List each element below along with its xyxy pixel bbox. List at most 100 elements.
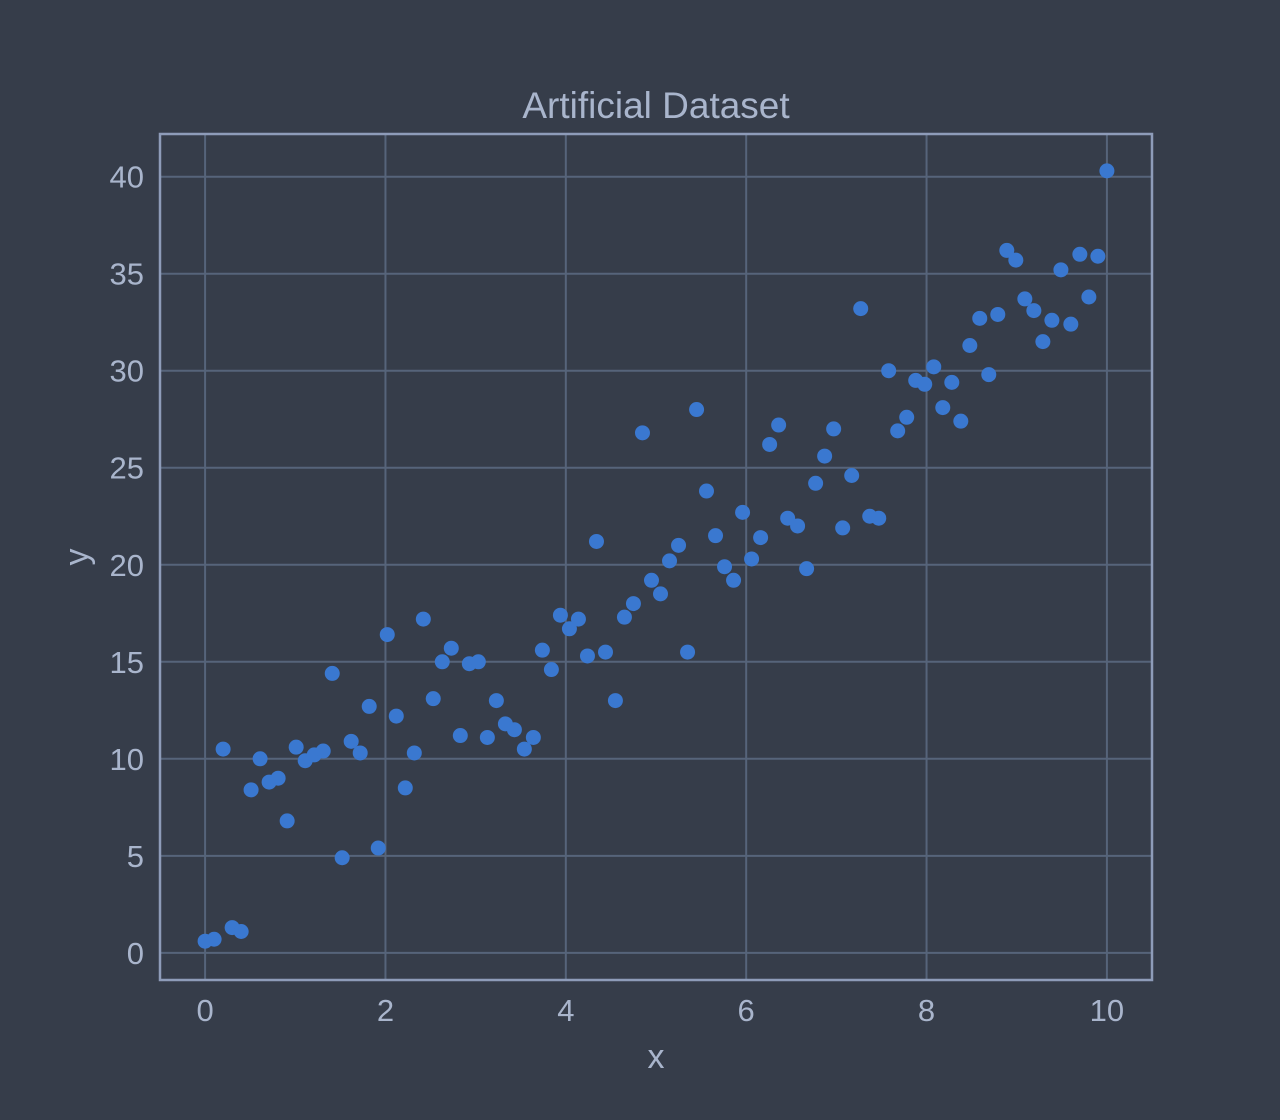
data-point — [625, 596, 641, 612]
x-tick-label: 8 — [918, 993, 935, 1028]
data-point — [771, 417, 787, 433]
data-point — [243, 782, 259, 798]
data-point — [999, 242, 1015, 258]
data-point — [525, 729, 541, 745]
data-point — [315, 743, 331, 759]
data-point — [233, 923, 249, 939]
data-point — [1017, 291, 1033, 307]
data-point — [699, 483, 715, 499]
data-point — [1035, 334, 1051, 350]
x-tick-label: 6 — [738, 993, 755, 1028]
data-point — [370, 840, 386, 856]
data-point — [597, 644, 613, 660]
data-point — [799, 561, 815, 577]
data-point — [388, 708, 404, 724]
data-point — [881, 363, 897, 379]
data-point — [753, 530, 769, 546]
data-point — [643, 572, 659, 588]
y-tick-label: 0 — [127, 936, 144, 971]
axis-ticks: 0 2 4 6 8 10 0 5 10 15 20 25 30 35 40 — [110, 160, 1125, 1028]
data-point — [279, 813, 295, 829]
data-point — [953, 413, 969, 429]
data-point — [790, 518, 806, 534]
data-point — [270, 770, 286, 786]
data-point — [962, 338, 978, 353]
data-point — [926, 359, 942, 375]
y-tick-label: 25 — [110, 451, 144, 486]
data-point — [634, 425, 650, 441]
data-point — [917, 376, 933, 392]
data-point — [735, 504, 751, 520]
data-point — [552, 607, 568, 623]
y-tick-label: 30 — [110, 354, 144, 389]
grid-lines — [160, 134, 1152, 980]
data-point — [288, 739, 304, 755]
data-point — [352, 745, 368, 761]
data-point — [579, 648, 595, 664]
data-point — [762, 436, 778, 452]
data-point — [334, 850, 350, 866]
data-point — [1008, 252, 1024, 268]
data-point — [324, 665, 340, 681]
data-point — [379, 627, 395, 643]
y-tick-label: 10 — [110, 742, 144, 777]
data-point — [561, 621, 577, 637]
data-point — [206, 931, 222, 947]
data-point — [343, 733, 359, 749]
data-point — [671, 537, 687, 553]
data-point — [588, 533, 604, 549]
data-point — [406, 745, 422, 761]
data-point — [443, 640, 459, 656]
y-tick-label: 20 — [110, 548, 144, 583]
data-point — [972, 310, 988, 326]
data-point — [470, 654, 486, 670]
y-tick-label: 15 — [110, 645, 144, 680]
data-point — [844, 468, 860, 484]
data-point — [826, 421, 842, 437]
y-axis-title: y — [58, 549, 96, 566]
data-point — [744, 551, 760, 567]
data-point — [890, 423, 906, 439]
x-tick-label: 2 — [377, 993, 394, 1028]
data-point — [361, 698, 377, 714]
y-tick-label: 35 — [110, 257, 144, 292]
data-point — [534, 642, 550, 658]
data-point — [616, 609, 632, 625]
data-point — [944, 374, 960, 390]
data-point — [680, 644, 696, 660]
data-point — [726, 572, 742, 588]
data-point — [570, 611, 586, 627]
data-point — [717, 559, 733, 575]
data-point — [1081, 289, 1097, 305]
data-point — [516, 741, 532, 757]
data-point — [488, 693, 504, 709]
data-point — [252, 751, 268, 767]
data-point — [853, 301, 869, 317]
data-point — [808, 475, 824, 491]
data-point — [935, 400, 951, 416]
data-point — [871, 510, 887, 526]
data-point — [981, 367, 997, 383]
data-point — [1063, 316, 1079, 332]
data-point — [817, 448, 833, 464]
data-point — [835, 520, 851, 536]
data-point — [607, 693, 623, 709]
data-point — [990, 306, 1006, 322]
data-point — [708, 528, 724, 544]
data-points — [197, 163, 1115, 949]
chart-title: Artificial Dataset — [522, 85, 790, 126]
data-point — [479, 729, 495, 745]
data-point — [434, 654, 450, 670]
x-axis-title: x — [648, 1038, 665, 1076]
data-point — [1026, 303, 1042, 319]
data-point — [653, 586, 669, 602]
plot-frame — [158, 132, 1154, 982]
data-point — [1090, 248, 1106, 264]
data-point — [1072, 246, 1088, 262]
data-point — [215, 741, 231, 757]
data-point — [662, 553, 678, 569]
data-point — [689, 402, 705, 418]
data-point — [452, 728, 468, 744]
data-point — [1053, 262, 1069, 278]
data-point — [543, 662, 559, 678]
